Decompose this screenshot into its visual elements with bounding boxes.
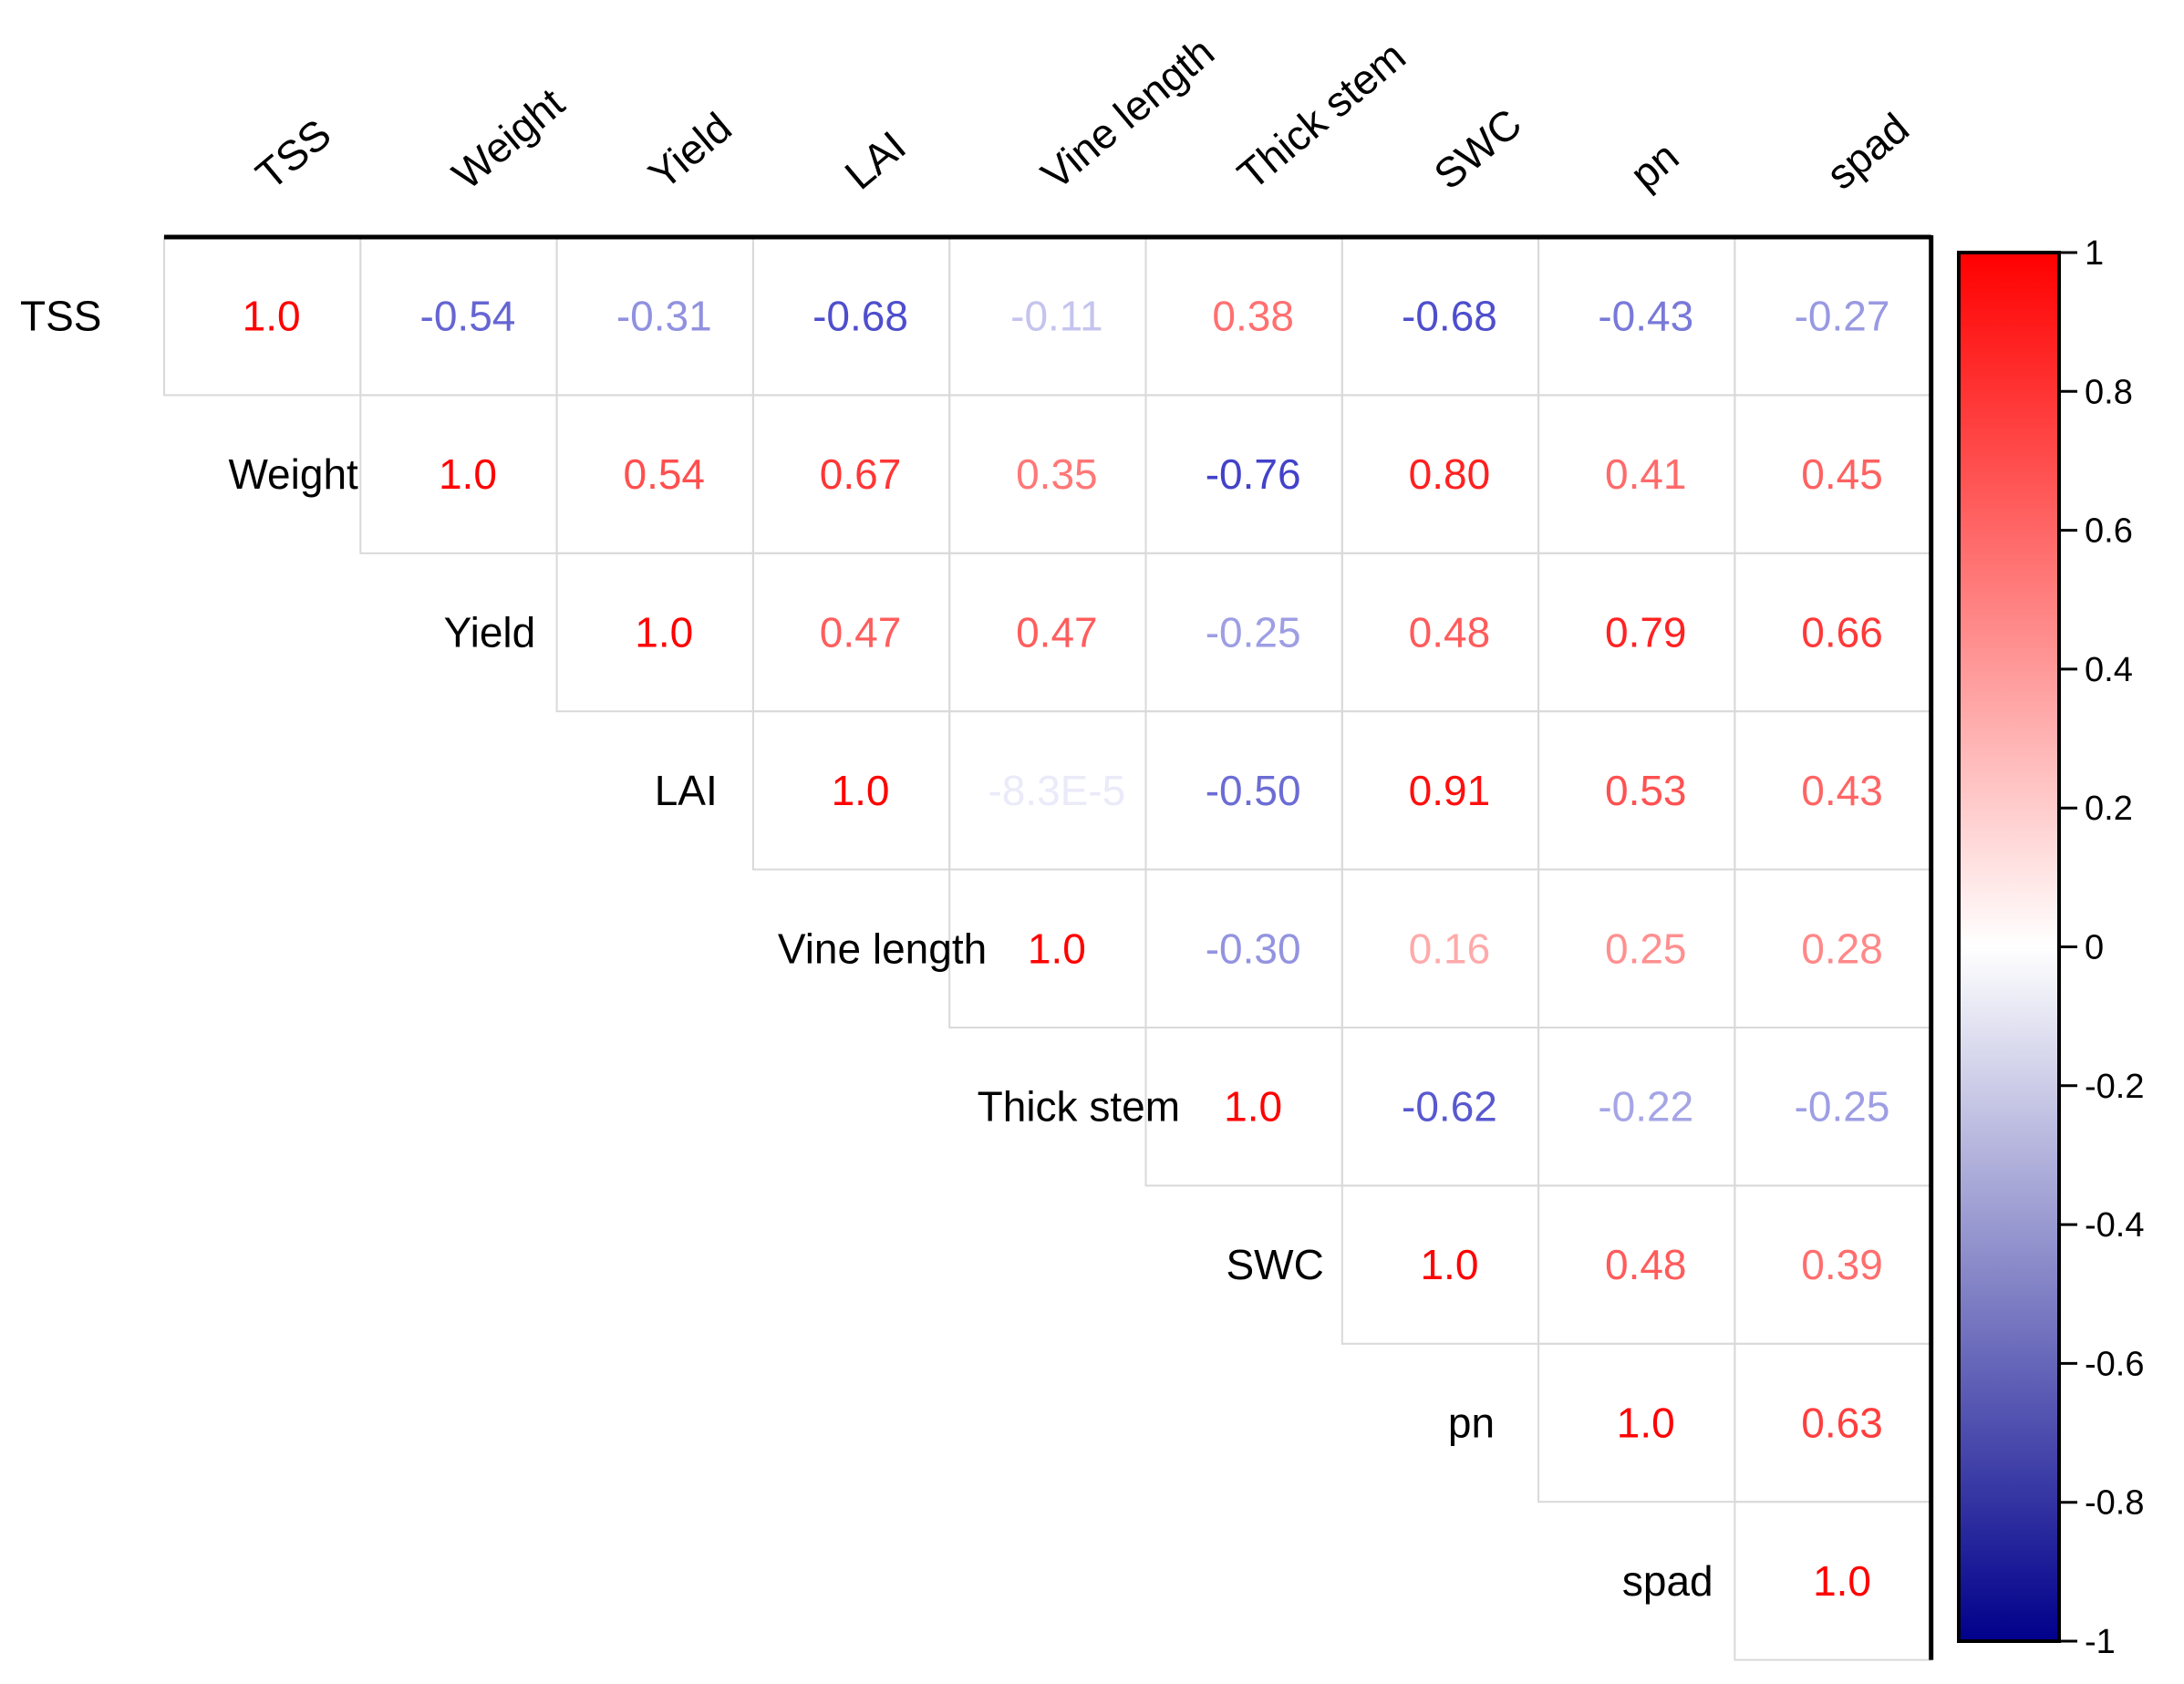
cell-value-weight-swc: 0.80 (1409, 450, 1491, 498)
cell-value-yield-vine-length: 0.47 (1016, 609, 1098, 656)
column-label-yield: Yield (639, 103, 740, 198)
cell-value-thick-stem-thick-stem: 1.0 (1224, 1083, 1282, 1131)
cell-value-yield-pn: 0.79 (1605, 609, 1687, 656)
cell-value-vine-length-pn: 0.25 (1605, 925, 1687, 972)
cell-value-vine-length-swc: 0.16 (1409, 925, 1491, 972)
colorbar-tick-label: 0.4 (2085, 651, 2133, 689)
cell-value-pn-pn: 1.0 (1617, 1400, 1675, 1447)
cell-value-thick-stem-swc: -0.62 (1402, 1083, 1497, 1131)
colorbar-tick-label: 0 (2085, 929, 2104, 967)
cell-value-lai-thick-stem: -0.50 (1206, 767, 1301, 814)
colorbar-tick-label: 0.8 (2085, 373, 2133, 411)
top-axis-labels: TSS Weight Yield LAI Vine length Thick stem SW… (247, 27, 1918, 198)
row-label-vine-length: Vine length (778, 925, 987, 972)
cell-value-weight-vine-length: 0.35 (1016, 450, 1098, 498)
colorbar-tick-label: 1 (2085, 234, 2104, 273)
cell-value-tss-swc: -0.68 (1402, 293, 1497, 340)
colorbar-tick-label: 0.2 (2085, 790, 2133, 828)
cell-value-yield-spad: 0.66 (1801, 609, 1883, 656)
correlation-values: 1.0 -0.54 -0.31 -0.68 -0.11 0.38 -0.68 -0.43 -0.… (243, 293, 1890, 1605)
cell-value-tss-vine-length: -0.11 (1010, 293, 1102, 340)
row-label-weight: Weight (228, 450, 358, 498)
cell-value-lai-pn: 0.53 (1605, 767, 1687, 814)
cell-value-weight-weight: 1.0 (439, 450, 497, 498)
cell-value-vine-length-vine-length: 1.0 (1028, 925, 1086, 972)
colorbar: 1 0.8 0.6 0.4 0.2 0 -0.2 -0.4 -0.6 -0.8 -1 (1957, 234, 2144, 1661)
row-label-spad: spad (1622, 1557, 1713, 1605)
cell-value-tss-yield: -0.31 (616, 293, 712, 340)
column-label-pn: pn (1621, 132, 1688, 199)
cell-value-weight-spad: 0.45 (1801, 450, 1883, 498)
column-label-lai: LAI (836, 121, 915, 198)
colorbar-tick-label: -0.8 (2085, 1484, 2144, 1523)
cell-value-swc-swc: 1.0 (1420, 1241, 1478, 1288)
cell-value-yield-yield: 1.0 (635, 609, 693, 656)
colorbar-tick-label: -0.6 (2085, 1345, 2144, 1383)
cell-value-weight-yield: 0.54 (623, 450, 705, 498)
cell-value-weight-lai: 0.67 (820, 450, 902, 498)
cell-value-swc-pn: 0.48 (1605, 1241, 1687, 1288)
colorbar-tick-label: -0.2 (2085, 1068, 2144, 1106)
cell-value-yield-lai: 0.47 (820, 609, 902, 656)
column-label-weight: Weight (443, 78, 574, 198)
column-label-tss: TSS (247, 109, 340, 198)
cell-value-lai-swc: 0.91 (1409, 767, 1491, 814)
cell-value-tss-weight: -0.54 (420, 293, 516, 340)
cell-value-vine-length-spad: 0.28 (1801, 925, 1883, 972)
cell-value-tss-spad: -0.27 (1795, 293, 1890, 340)
row-label-swc: SWC (1226, 1241, 1323, 1288)
cell-value-spad-spad: 1.0 (1813, 1557, 1871, 1605)
matrix-axes (164, 234, 1934, 1660)
cell-value-lai-spad: 0.43 (1801, 767, 1883, 814)
cell-value-yield-swc: 0.48 (1409, 609, 1491, 656)
column-label-swc: SWC (1424, 99, 1530, 199)
cell-value-pn-spad: 0.63 (1801, 1400, 1883, 1447)
cell-value-tss-tss: 1.0 (243, 293, 301, 340)
cell-value-lai-vine-length: -8.3E-5 (988, 767, 1125, 814)
row-label-tss: TSS (20, 293, 101, 340)
colorbar-tick-label: -0.4 (2085, 1206, 2144, 1245)
cell-value-vine-length-thick-stem: -0.30 (1206, 925, 1301, 972)
cell-value-yield-thick-stem: -0.25 (1206, 609, 1301, 656)
column-label-thick-stem: Thick stem (1228, 32, 1414, 199)
cell-value-tss-thick-stem: 0.38 (1212, 293, 1294, 340)
row-label-thick-stem: Thick stem (978, 1083, 1180, 1131)
column-label-spad: spad (1817, 104, 1918, 199)
colorbar-gradient (1957, 251, 2061, 1643)
cell-value-thick-stem-pn: -0.22 (1598, 1083, 1693, 1131)
cell-value-thick-stem-spad: -0.25 (1795, 1083, 1890, 1131)
colorbar-tick-label: -1 (2085, 1623, 2116, 1661)
cell-value-lai-lai: 1.0 (832, 767, 890, 814)
row-label-pn: pn (1448, 1400, 1495, 1447)
cell-value-weight-thick-stem: -0.76 (1206, 450, 1301, 498)
colorbar-tick-label: 0.6 (2085, 512, 2133, 551)
column-label-vine-length: Vine length (1032, 27, 1223, 198)
cell-value-swc-spad: 0.39 (1801, 1241, 1883, 1288)
diagonal-row-labels: TSS Weight Yield LAI Vine length Thick stem SW… (20, 293, 1713, 1605)
cell-value-tss-lai: -0.68 (813, 293, 908, 340)
row-label-yield: Yield (444, 609, 536, 656)
row-label-lai: LAI (655, 767, 718, 814)
cell-value-tss-pn: -0.43 (1598, 293, 1693, 340)
cell-value-weight-pn: 0.41 (1605, 450, 1687, 498)
